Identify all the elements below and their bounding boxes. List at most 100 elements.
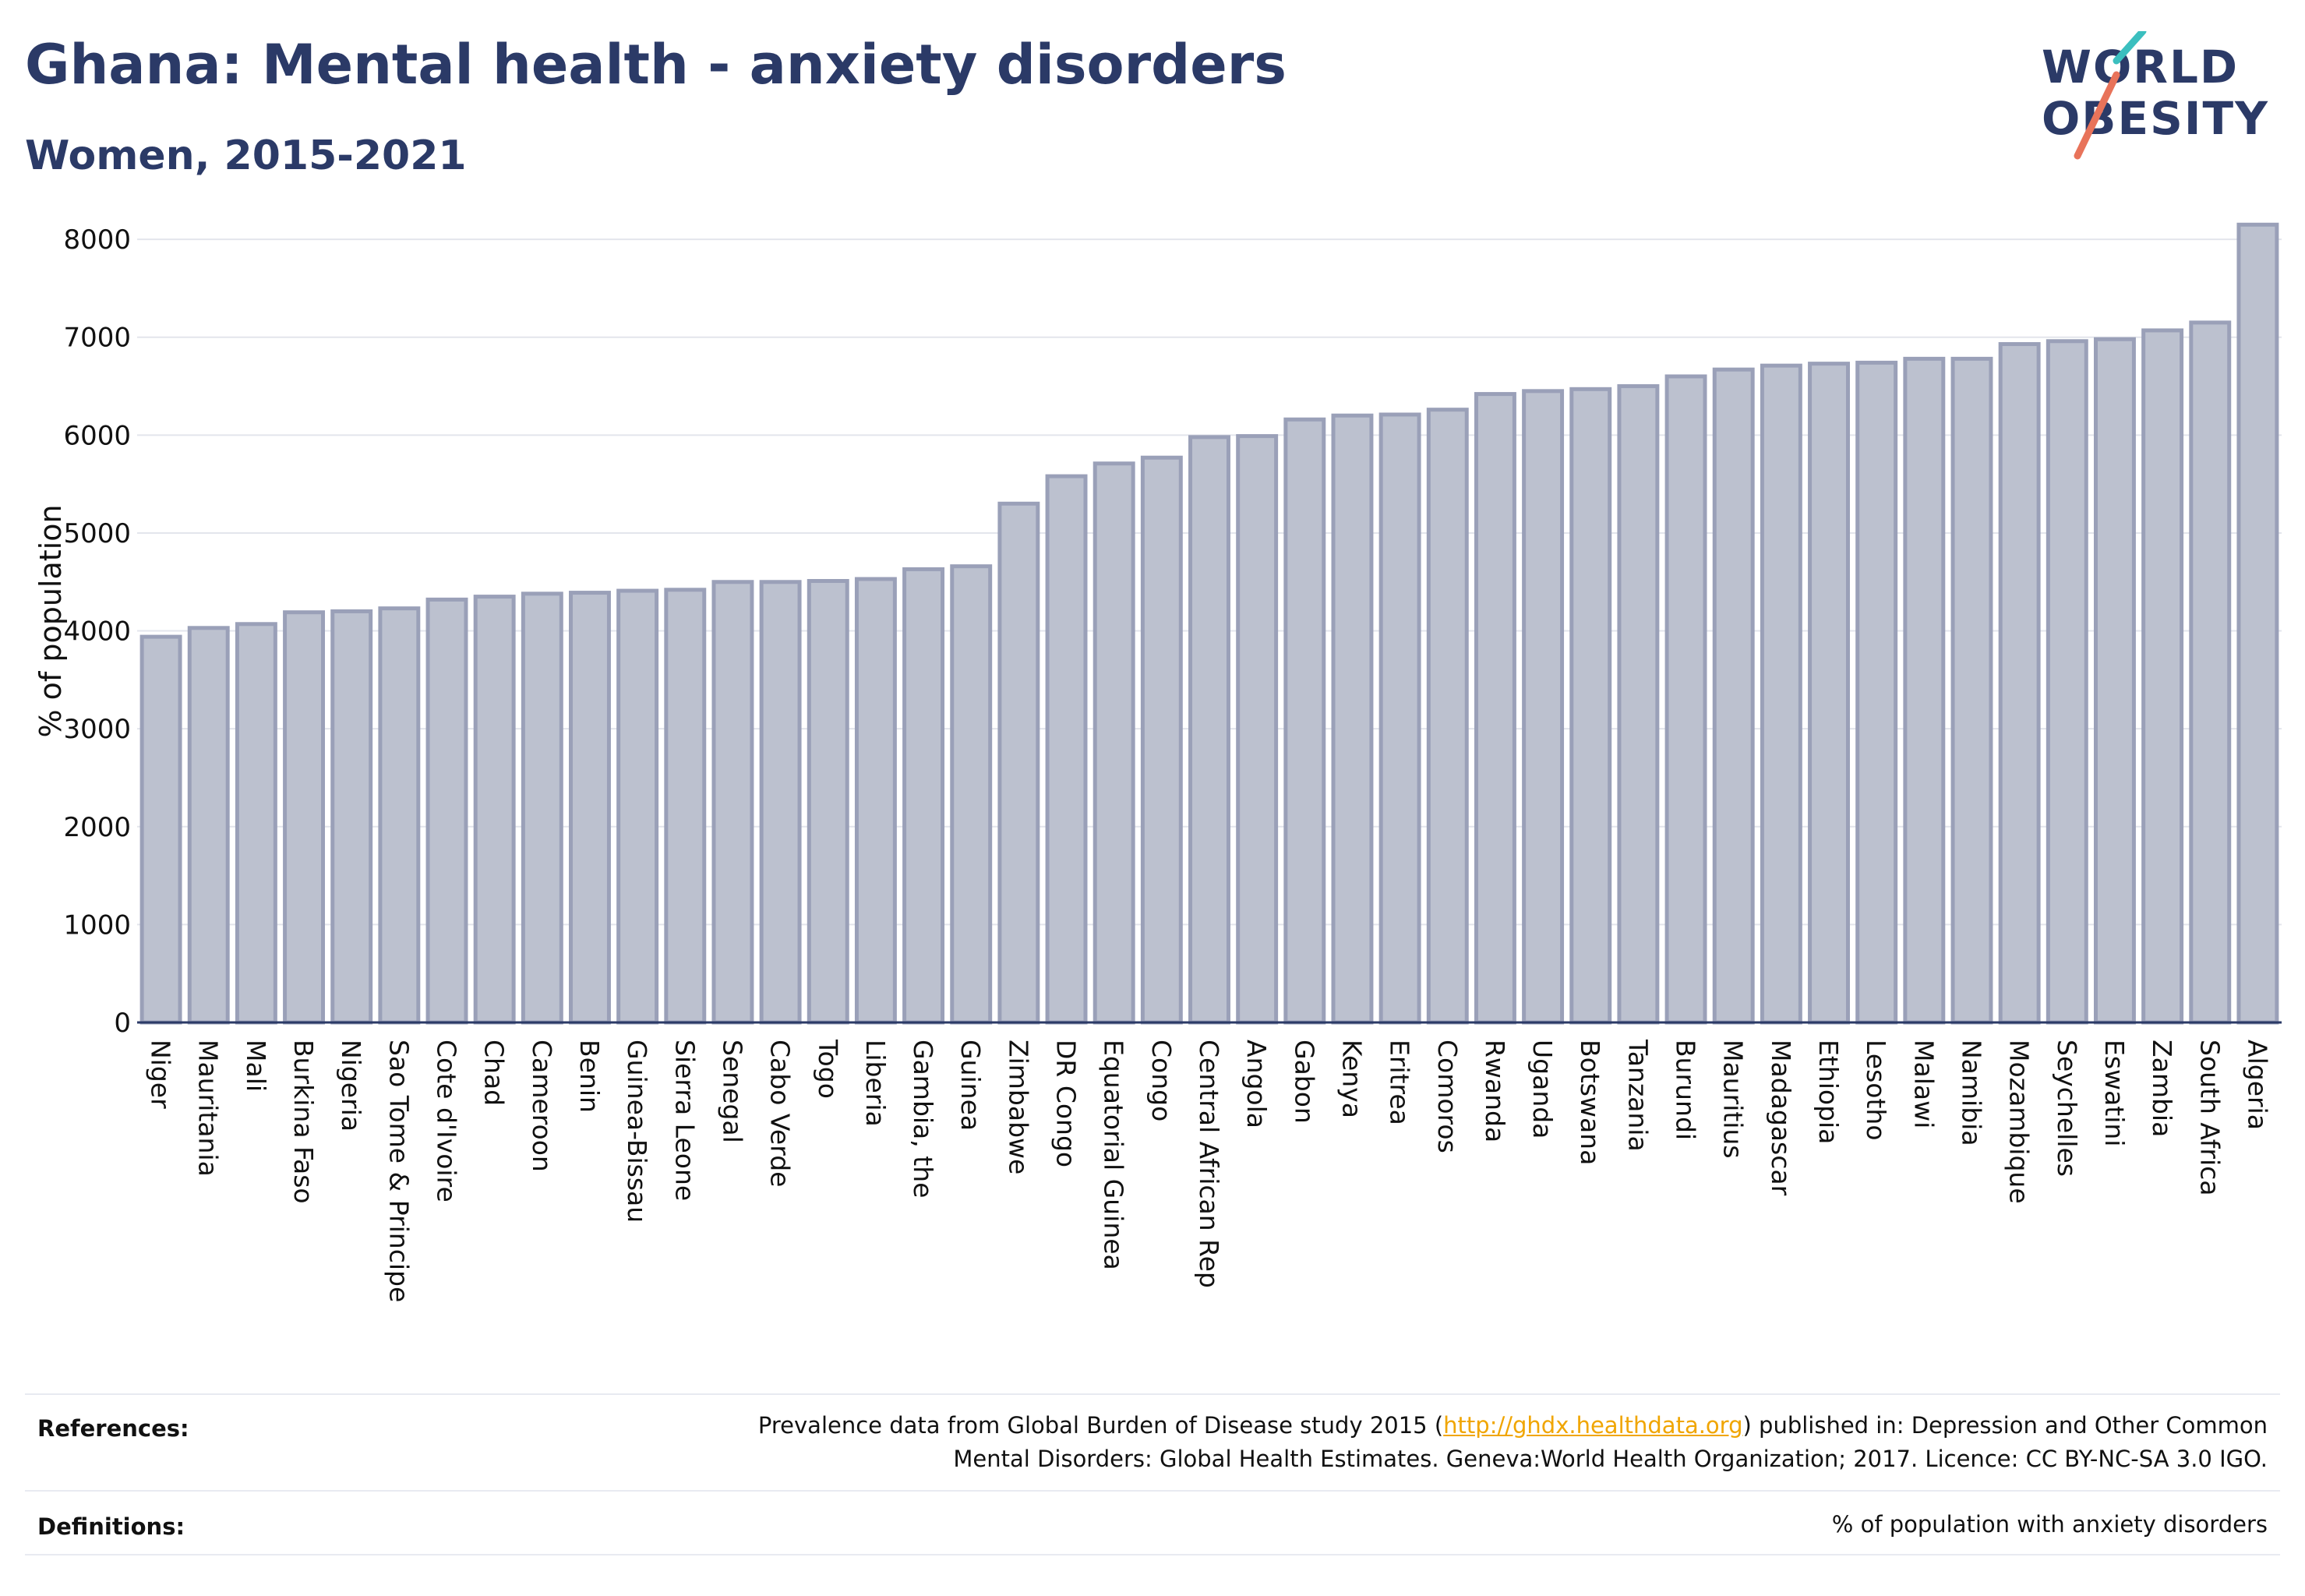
- x-tick-label: Sierra Leone: [669, 1040, 700, 1201]
- bar: [2189, 320, 2232, 1025]
- references-text-part-1: Prevalence data from Global Burden of Di…: [757, 1412, 1444, 1439]
- bar: [1760, 363, 1802, 1025]
- definitions-text: % of population with anxiety disorders: [1831, 1511, 2268, 1538]
- y-tick-label: 6000: [63, 420, 131, 451]
- references-text-part-2: ) published in: Depression and Other Com…: [1742, 1412, 2268, 1439]
- x-tick-label: Kenya: [1336, 1040, 1367, 1118]
- bar: [139, 634, 182, 1025]
- bar: [1331, 413, 1374, 1025]
- chart-subtitle: Women, 2015-2021: [25, 132, 467, 179]
- bar: [1950, 356, 1993, 1025]
- y-tick-label: 4000: [63, 616, 131, 648]
- references-text: Prevalence data from Global Burden of Di…: [553, 1409, 2268, 1476]
- bar: [1092, 461, 1135, 1025]
- x-tick-label: Lesotho: [1861, 1040, 1891, 1141]
- world-obesity-logo: WORLD OBESITY: [2026, 31, 2291, 171]
- bar: [1522, 389, 1565, 1025]
- bar: [1236, 434, 1279, 1025]
- x-tick-label: Burkina Faso: [288, 1040, 319, 1204]
- x-tick-label: South Africa: [2194, 1040, 2225, 1196]
- x-tick-label: Angola: [1241, 1040, 1272, 1128]
- bar: [2236, 222, 2279, 1025]
- definitions-label: Definitions:: [37, 1513, 185, 1540]
- bar: [1045, 474, 1088, 1025]
- x-tick-label: Gabon: [1289, 1040, 1319, 1124]
- x-tick-label: Guinea: [955, 1040, 986, 1131]
- bar: [1283, 417, 1326, 1025]
- y-tick-label: 2000: [63, 812, 131, 843]
- x-tick-label: Mauritius: [1718, 1040, 1749, 1159]
- bar: [187, 626, 230, 1025]
- bar: [1426, 408, 1469, 1025]
- bar: [1808, 362, 1850, 1025]
- bar: [711, 580, 754, 1025]
- bar: [1617, 384, 1660, 1025]
- x-tick-label: Ethiopia: [1813, 1040, 1844, 1144]
- x-tick-label: Uganda: [1527, 1040, 1558, 1139]
- footer-divider: [25, 1490, 2280, 1492]
- logo-line-2: OBESITY: [2042, 92, 2270, 145]
- y-tick-label: 8000: [63, 224, 131, 256]
- y-tick-label: 3000: [63, 714, 131, 745]
- x-tick-label: Cameroon: [527, 1040, 557, 1172]
- x-tick-label: Malawi: [1908, 1040, 1939, 1128]
- x-tick-label: Burundi: [1671, 1040, 1701, 1140]
- x-tick-label: Cabo Verde: [765, 1040, 796, 1187]
- bar: [950, 564, 993, 1025]
- bar: [664, 588, 707, 1025]
- x-tick-label: Comoros: [1432, 1040, 1463, 1153]
- y-axis-label: % of population: [34, 504, 68, 737]
- bar: [759, 580, 802, 1025]
- x-axis-ticks: Niger Mauritania Mali Burkina Faso Nigeria Sa…: [146, 1039, 2273, 1302]
- x-tick-label: Sao Tome & Principe: [383, 1040, 414, 1302]
- x-tick-label: Central African Rep: [1194, 1040, 1224, 1288]
- x-tick-label: Namibia: [1956, 1040, 1986, 1146]
- x-tick-label: Benin: [574, 1040, 605, 1113]
- bar: [616, 588, 659, 1025]
- x-tick-label: Senegal: [717, 1040, 747, 1143]
- bars: [139, 222, 2279, 1025]
- chart-title: Ghana: Mental health - anxiety disorders: [25, 33, 1287, 97]
- x-tick-label: Rwanda: [1480, 1040, 1510, 1142]
- footer-divider: [25, 1393, 2280, 1395]
- bar: [807, 579, 849, 1025]
- bar: [1664, 374, 1707, 1025]
- x-tick-label: Zimbabwe: [1003, 1040, 1033, 1174]
- y-tick-label: 5000: [63, 518, 131, 549]
- bar: [1903, 356, 1946, 1025]
- references-text-part-3: Mental Disorders: Global Health Estimate…: [953, 1446, 2268, 1472]
- y-axis-ticks: 0 1000 2000 3000 4000 5000 6000 7000 8000: [63, 224, 131, 1039]
- bar: [378, 606, 421, 1025]
- x-tick-label: Congo: [1146, 1040, 1177, 1121]
- bar: [1569, 387, 1612, 1025]
- bar: [902, 567, 945, 1025]
- bar: [854, 577, 897, 1025]
- bar: [1998, 342, 2041, 1025]
- bar: [997, 501, 1040, 1025]
- x-tick-label: Tanzania: [1622, 1039, 1653, 1152]
- bar: [1378, 412, 1421, 1025]
- x-tick-label: Niger: [146, 1040, 176, 1109]
- x-tick-label: Nigeria: [336, 1040, 366, 1132]
- x-tick-label: Eswatini: [2099, 1040, 2130, 1146]
- bar: [283, 610, 326, 1025]
- x-tick-label: Mali: [241, 1040, 271, 1092]
- bar: [569, 591, 611, 1025]
- bar: [235, 622, 277, 1025]
- logo-slash-icon: [2074, 31, 2147, 160]
- bar: [1712, 367, 1755, 1025]
- bar: [2093, 337, 2136, 1025]
- x-tick-label: Gambia, the: [908, 1040, 938, 1198]
- footer-divider: [25, 1554, 2280, 1555]
- bar: [1140, 455, 1183, 1025]
- bar: [330, 609, 373, 1025]
- y-tick-label: 7000: [63, 323, 131, 354]
- bar: [1188, 435, 1230, 1025]
- bar: [425, 597, 468, 1025]
- y-tick-label: 0: [114, 1008, 131, 1039]
- references-link[interactable]: http://ghdx.healthdata.org: [1443, 1412, 1743, 1439]
- x-tick-label: Guinea-Bissau: [622, 1040, 652, 1223]
- x-tick-label: DR Congo: [1051, 1040, 1082, 1167]
- bar: [2046, 339, 2088, 1025]
- x-tick-label: Liberia: [860, 1040, 891, 1127]
